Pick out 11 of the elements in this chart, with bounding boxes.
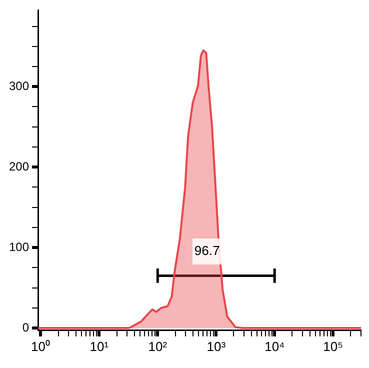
x-tick-label: 10³ <box>206 338 226 354</box>
x-tick-label: 10⁵ <box>323 338 344 354</box>
y-tick-label: 0 <box>22 320 30 334</box>
y-tick-label: 200 <box>8 159 30 174</box>
x-tick-label: 10¹ <box>90 338 110 354</box>
x-tick-label: 10⁴ <box>264 338 285 354</box>
annotation: 96.7 <box>194 243 220 258</box>
x-tick-label: 10² <box>148 338 168 354</box>
y-tick-label: 100 <box>8 240 30 254</box>
y-tick-label: 300 <box>8 78 30 93</box>
x-tick-label: 10⁰ <box>30 338 50 354</box>
